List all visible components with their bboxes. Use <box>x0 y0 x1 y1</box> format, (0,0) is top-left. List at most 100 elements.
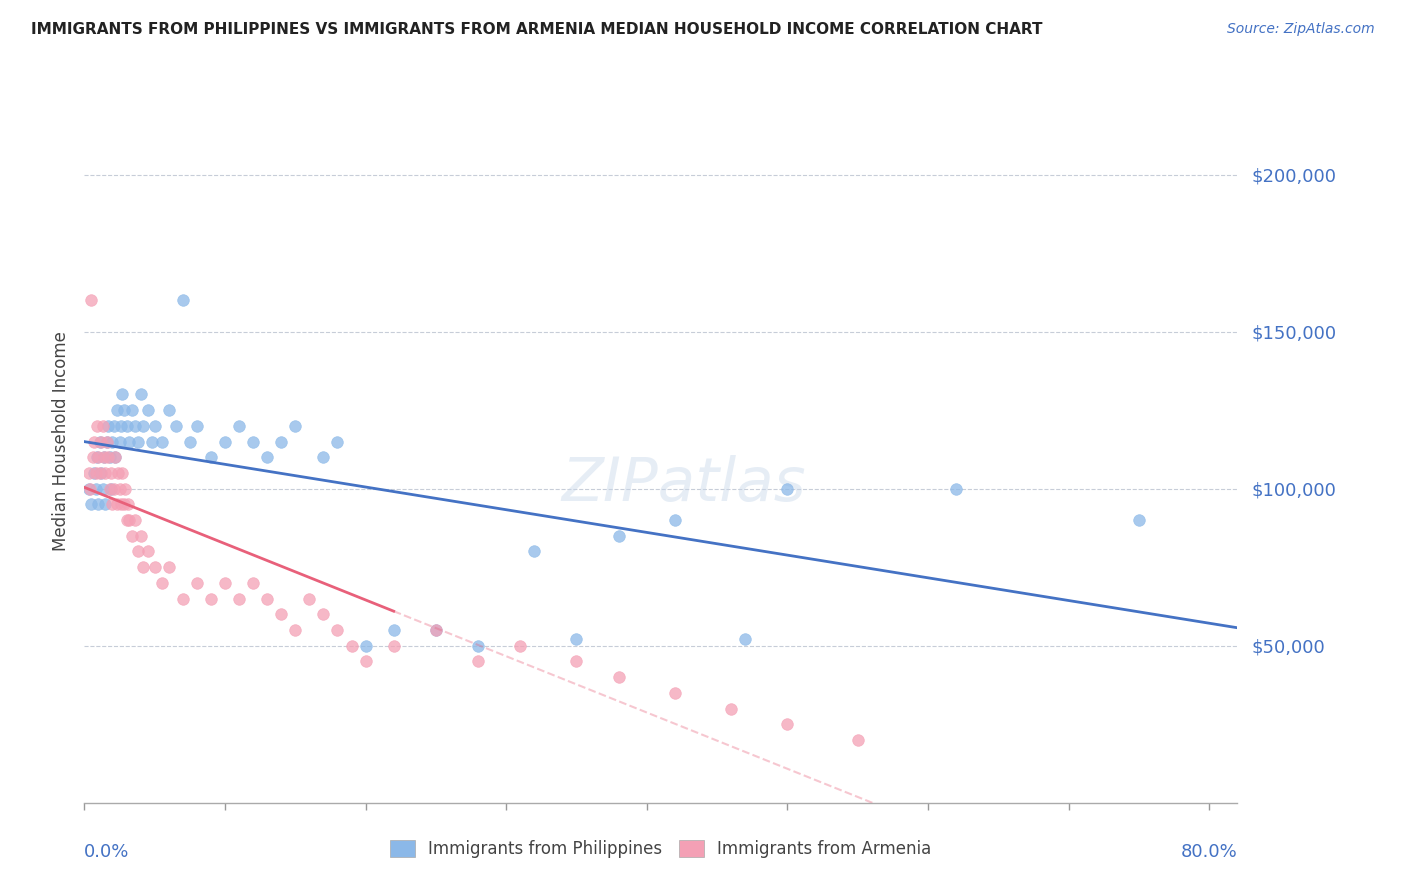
Point <box>80 497 103 511</box>
Point <box>467 639 489 653</box>
Point <box>84 482 107 496</box>
Point <box>103 418 125 433</box>
Point <box>565 632 588 647</box>
Point <box>132 418 155 433</box>
Point <box>87 497 110 511</box>
Point <box>270 607 292 622</box>
Point <box>776 482 799 496</box>
Point <box>108 482 131 496</box>
Point <box>664 686 686 700</box>
Point <box>945 482 967 496</box>
Point <box>118 434 141 449</box>
Point <box>172 591 194 606</box>
Point <box>326 623 349 637</box>
Point <box>110 497 132 511</box>
Point <box>86 418 108 433</box>
Point <box>136 403 159 417</box>
Point <box>87 450 110 465</box>
Point <box>242 575 264 590</box>
Point <box>425 623 447 637</box>
Point <box>108 434 131 449</box>
Text: 0.0%: 0.0% <box>84 843 129 861</box>
Point <box>112 403 135 417</box>
Point <box>77 466 100 480</box>
Point <box>509 639 531 653</box>
Point <box>105 403 128 417</box>
Point <box>179 434 201 449</box>
Point <box>256 450 278 465</box>
Point <box>83 434 105 449</box>
Point <box>298 591 321 606</box>
Point <box>115 418 138 433</box>
Point <box>720 701 742 715</box>
Point <box>136 544 159 558</box>
Point <box>186 575 208 590</box>
Point <box>110 418 132 433</box>
Point <box>228 418 250 433</box>
Point <box>143 418 166 433</box>
Point <box>98 482 121 496</box>
Point <box>242 434 264 449</box>
Point <box>270 434 292 449</box>
Point <box>172 293 194 308</box>
Point <box>312 450 335 465</box>
Point <box>186 418 208 433</box>
Text: IMMIGRANTS FROM PHILIPPINES VS IMMIGRANTS FROM ARMENIA MEDIAN HOUSEHOLD INCOME C: IMMIGRANTS FROM PHILIPPINES VS IMMIGRANT… <box>31 22 1042 37</box>
Point <box>82 450 104 465</box>
Point <box>141 434 163 449</box>
Point <box>165 418 187 433</box>
Y-axis label: Median Household Income: Median Household Income <box>52 332 70 551</box>
Point <box>98 450 121 465</box>
Point <box>124 513 146 527</box>
Point <box>93 450 115 465</box>
Point <box>96 434 118 449</box>
Point <box>100 466 122 480</box>
Point <box>565 655 588 669</box>
Point <box>312 607 335 622</box>
Point <box>91 482 114 496</box>
Point <box>111 387 134 401</box>
Point <box>118 513 141 527</box>
Point <box>607 529 630 543</box>
Point <box>86 450 108 465</box>
Point <box>89 434 111 449</box>
Text: 80.0%: 80.0% <box>1181 843 1237 861</box>
Point <box>124 418 146 433</box>
Point <box>117 497 139 511</box>
Point <box>256 591 278 606</box>
Point <box>90 466 112 480</box>
Point <box>107 466 129 480</box>
Point <box>114 482 136 496</box>
Point <box>284 623 307 637</box>
Point <box>79 482 101 496</box>
Point <box>101 497 124 511</box>
Point <box>129 387 152 401</box>
Point <box>150 575 173 590</box>
Point <box>121 403 143 417</box>
Point <box>93 450 115 465</box>
Point <box>354 639 377 653</box>
Point <box>94 466 117 480</box>
Point <box>150 434 173 449</box>
Point <box>104 450 127 465</box>
Point <box>112 497 135 511</box>
Point <box>776 717 799 731</box>
Point <box>91 418 114 433</box>
Point <box>77 482 100 496</box>
Point <box>157 560 180 574</box>
Point <box>326 434 349 449</box>
Point <box>340 639 363 653</box>
Point <box>734 632 756 647</box>
Point <box>214 434 236 449</box>
Point <box>103 482 125 496</box>
Point <box>90 434 112 449</box>
Point <box>523 544 546 558</box>
Point <box>846 733 869 747</box>
Point <box>83 466 105 480</box>
Point <box>115 513 138 527</box>
Point <box>94 497 117 511</box>
Point <box>382 623 405 637</box>
Point <box>101 434 124 449</box>
Point <box>80 293 103 308</box>
Point <box>111 466 134 480</box>
